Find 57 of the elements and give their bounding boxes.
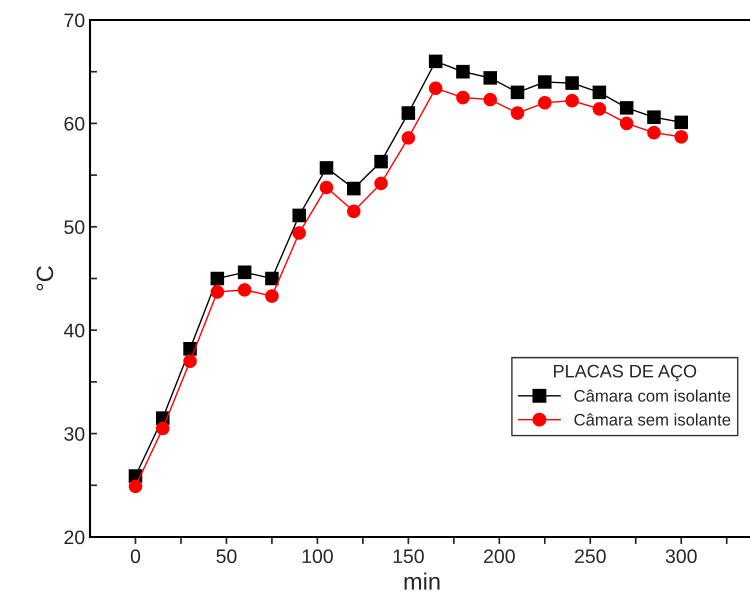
x-tick-label: 100 xyxy=(302,549,333,564)
point xyxy=(374,176,388,190)
point xyxy=(265,289,279,303)
x-tick-label: 150 xyxy=(394,549,424,564)
point xyxy=(565,94,579,108)
y-tick-label: 20 xyxy=(64,530,84,544)
point xyxy=(238,266,252,280)
x-tick-label: 50 xyxy=(216,549,236,564)
point xyxy=(592,86,606,100)
y-tick-label: 50 xyxy=(64,220,84,234)
x-tick-label: 200 xyxy=(484,549,515,564)
point xyxy=(156,422,170,436)
point xyxy=(238,283,252,297)
point xyxy=(674,116,688,130)
point xyxy=(647,126,661,140)
point xyxy=(292,208,306,222)
point xyxy=(428,54,442,68)
point xyxy=(592,102,606,116)
point xyxy=(210,285,224,299)
point xyxy=(402,131,416,145)
point xyxy=(674,130,688,144)
point xyxy=(456,64,470,78)
point xyxy=(647,110,661,124)
point xyxy=(183,354,197,368)
y-tick-label: 30 xyxy=(64,427,84,441)
legend-label: Câmara sem isolante xyxy=(574,413,730,426)
point xyxy=(428,81,442,96)
point xyxy=(402,106,416,120)
point xyxy=(483,92,497,106)
point xyxy=(620,116,634,130)
point xyxy=(620,101,634,115)
y-tick-label: 60 xyxy=(64,116,84,131)
point xyxy=(374,154,388,168)
point xyxy=(347,204,361,218)
point xyxy=(565,76,579,90)
point xyxy=(347,182,361,196)
x-tick-label: 300 xyxy=(666,549,697,564)
y-axis-title: °C xyxy=(36,266,54,290)
point xyxy=(292,226,306,240)
point xyxy=(510,106,524,120)
legend-title: PLACAS DE AÇO xyxy=(554,364,696,382)
point xyxy=(538,96,552,110)
point xyxy=(456,90,470,104)
point xyxy=(128,480,142,494)
point xyxy=(538,75,552,89)
point xyxy=(265,272,279,286)
x-tick-label: 250 xyxy=(575,549,606,564)
point xyxy=(320,161,334,175)
legend-label: Câmara com isolante xyxy=(574,389,730,402)
x-tick-label: 0 xyxy=(130,549,140,564)
point xyxy=(510,86,524,100)
y-tick-label: 40 xyxy=(64,324,84,338)
point xyxy=(320,180,334,194)
x-axis-title: min xyxy=(404,572,440,590)
y-tick-label: 70 xyxy=(64,13,84,28)
point xyxy=(210,272,224,286)
point xyxy=(483,71,497,85)
